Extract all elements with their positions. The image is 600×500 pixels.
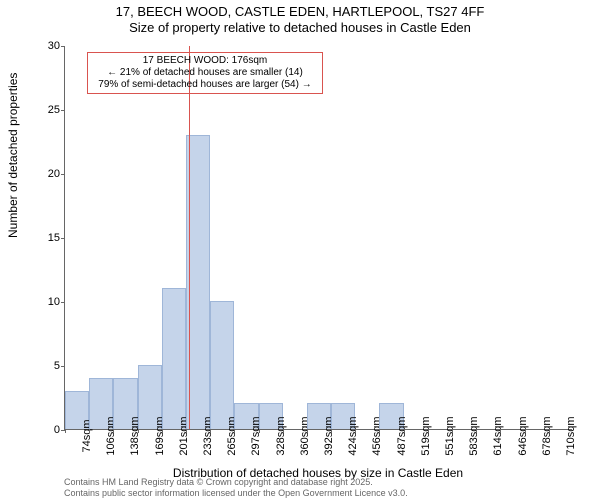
xtick-label: 678sqm [541, 416, 553, 455]
reference-line [189, 46, 190, 429]
histogram-bar [162, 288, 186, 429]
xtick-label: 328sqm [275, 416, 287, 455]
xtick-mark [65, 429, 66, 433]
xtick-mark [234, 429, 235, 433]
xtick-mark [331, 429, 332, 433]
footer-line-2: Contains public sector information licen… [64, 488, 408, 498]
xtick-mark [452, 429, 453, 433]
xtick-mark [476, 429, 477, 433]
xtick-mark [355, 429, 356, 433]
chart-footer: Contains HM Land Registry data © Crown c… [64, 477, 408, 498]
title-line-1: 17, BEECH WOOD, CASTLE EDEN, HARTLEPOOL,… [0, 4, 600, 20]
annotation-line-1: 17 BEECH WOOD: 176sqm [92, 55, 318, 67]
xtick-mark [525, 429, 526, 433]
ytick-mark [61, 302, 65, 303]
ytick-label: 25 [48, 104, 60, 116]
footer-line-1: Contains HM Land Registry data © Crown c… [64, 477, 408, 487]
xtick-mark [500, 429, 501, 433]
ytick-mark [61, 46, 65, 47]
xtick-mark [210, 429, 211, 433]
chart-container: 17, BEECH WOOD, CASTLE EDEN, HARTLEPOOL,… [0, 0, 600, 500]
xtick-mark [549, 429, 550, 433]
ytick-mark [61, 366, 65, 367]
ytick-mark [61, 110, 65, 111]
xtick-label: 710sqm [565, 416, 577, 455]
xtick-mark [379, 429, 380, 433]
ytick-label: 30 [48, 40, 60, 52]
annotation-line-2: ← 21% of detached houses are smaller (14… [92, 67, 318, 79]
xtick-label: 519sqm [420, 416, 432, 455]
annotation-box: 17 BEECH WOOD: 176sqm← 21% of detached h… [87, 52, 323, 94]
plot-area: 74sqm106sqm138sqm169sqm201sqm233sqm265sq… [64, 46, 572, 430]
xtick-mark [307, 429, 308, 433]
xtick-mark [138, 429, 139, 433]
ytick-mark [61, 238, 65, 239]
xtick-mark [89, 429, 90, 433]
ytick-label: 20 [48, 168, 60, 180]
xtick-label: 424sqm [347, 416, 359, 455]
ytick-label: 15 [48, 232, 60, 244]
xtick-mark [186, 429, 187, 433]
xtick-mark [113, 429, 114, 433]
xtick-label: 646sqm [517, 416, 529, 455]
xtick-mark [283, 429, 284, 433]
ytick-label: 10 [48, 296, 60, 308]
title-line-2: Size of property relative to detached ho… [0, 20, 600, 36]
y-axis-label: Number of detached properties [6, 73, 20, 238]
xtick-mark [259, 429, 260, 433]
xtick-label: 614sqm [492, 416, 504, 455]
histogram-bar [210, 301, 234, 429]
ytick-label: 0 [54, 424, 60, 436]
xtick-mark [162, 429, 163, 433]
chart-title: 17, BEECH WOOD, CASTLE EDEN, HARTLEPOOL,… [0, 4, 600, 37]
ytick-label: 5 [54, 360, 60, 372]
xtick-mark [404, 429, 405, 433]
xtick-label: 487sqm [396, 416, 408, 455]
xtick-mark [428, 429, 429, 433]
xtick-label: 583sqm [468, 416, 480, 455]
annotation-line-3: 79% of semi-detached houses are larger (… [92, 79, 318, 91]
ytick-mark [61, 174, 65, 175]
xtick-label: 551sqm [444, 416, 456, 455]
